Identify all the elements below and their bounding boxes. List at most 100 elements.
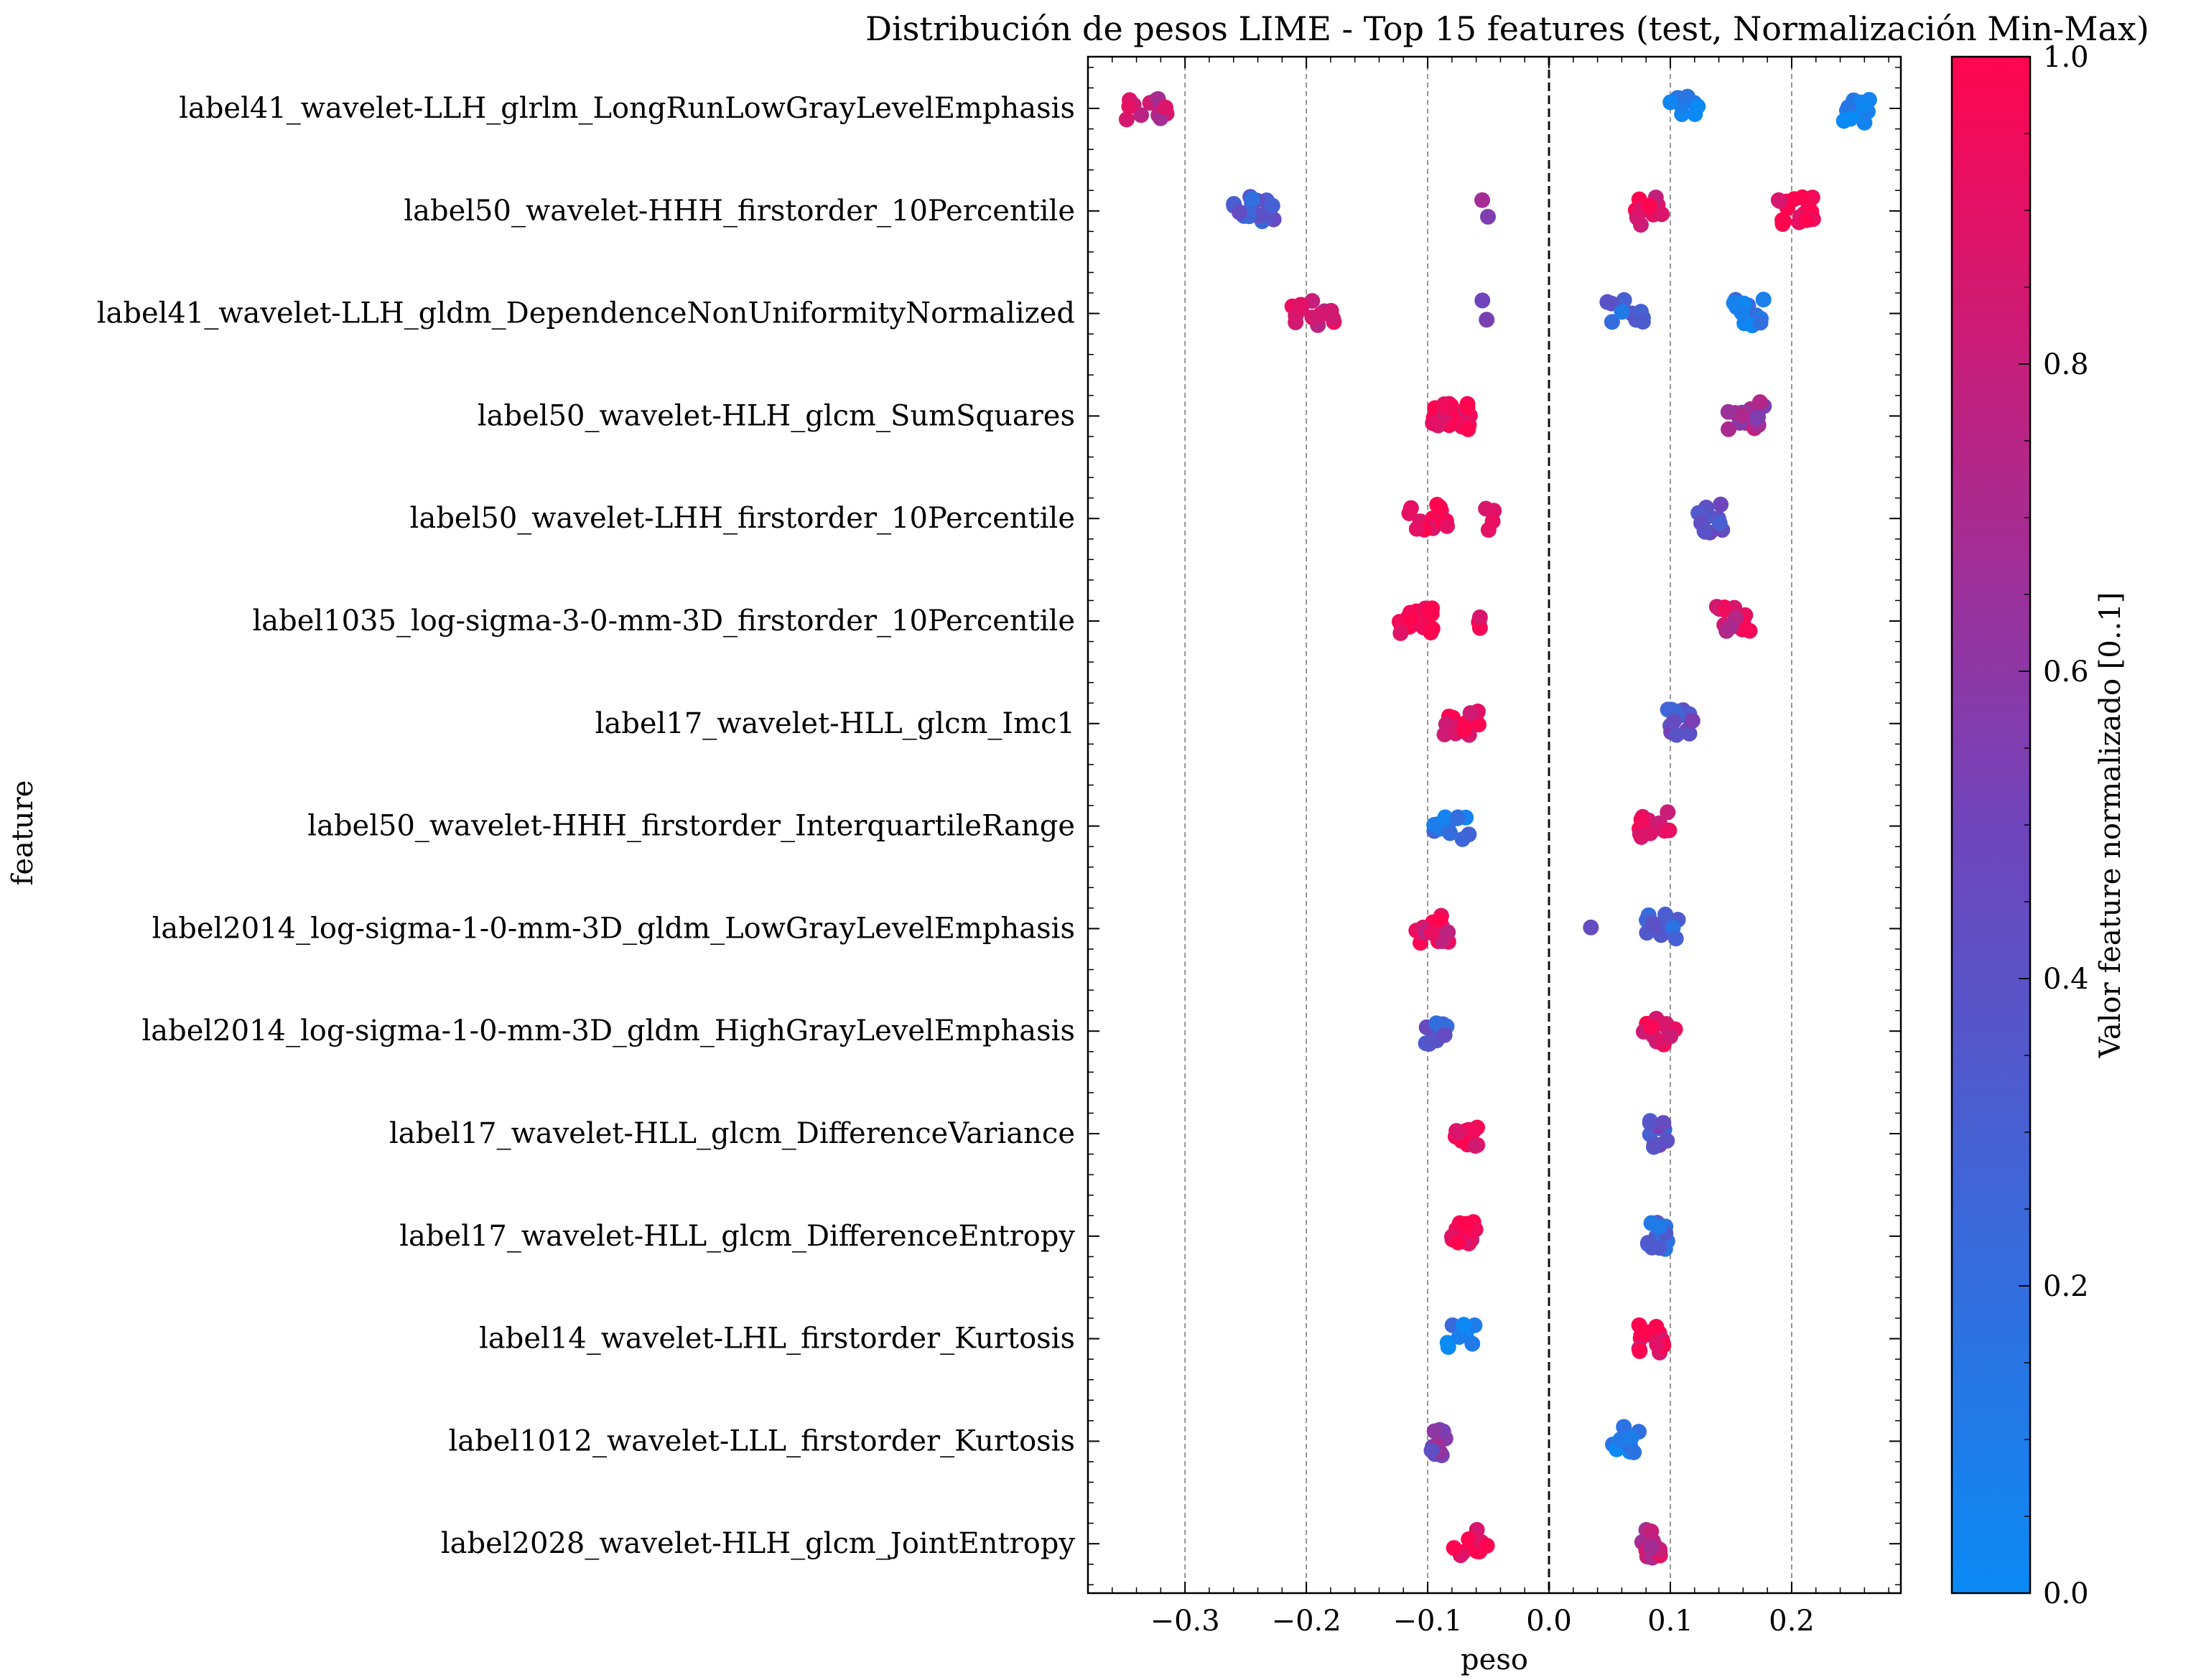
data-point bbox=[1456, 722, 1473, 738]
data-point bbox=[1244, 191, 1261, 207]
data-point bbox=[1470, 717, 1487, 733]
colorbar-ticks: 0.0 0.2 0.4 0.6 0.8 1.0 bbox=[2019, 41, 2089, 1610]
data-point bbox=[1634, 314, 1651, 330]
data-point bbox=[1460, 421, 1476, 437]
data-point bbox=[1157, 99, 1173, 116]
data-point bbox=[1662, 94, 1679, 111]
data-point bbox=[1856, 98, 1873, 114]
data-point bbox=[1794, 189, 1810, 205]
data-point bbox=[1697, 523, 1713, 540]
data-point bbox=[1660, 804, 1676, 821]
colorbar-tick-label: 1.0 bbox=[2043, 41, 2089, 74]
data-point bbox=[1450, 1234, 1466, 1251]
x-tick-label: −0.3 bbox=[1150, 1605, 1220, 1638]
data-point bbox=[1484, 513, 1501, 530]
y-tick-label: label17_wavelet-HLL_glcm_Imc1 bbox=[595, 707, 1075, 740]
y-tick-label: label17_wavelet-HLL_glcm_DifferenceEntro… bbox=[399, 1220, 1075, 1253]
y-tick-label: label50_wavelet-LHH_firstorder_10Percent… bbox=[410, 502, 1075, 535]
data-point bbox=[1461, 1531, 1477, 1547]
data-point bbox=[1312, 306, 1329, 322]
data-point bbox=[1424, 620, 1441, 637]
data-point bbox=[1425, 415, 1441, 431]
data-point bbox=[1713, 496, 1729, 513]
data-point bbox=[1436, 1027, 1453, 1043]
data-point bbox=[1467, 1138, 1484, 1154]
y-tick-labels: label41_wavelet-LLH_glrlm_LongRunLowGray… bbox=[97, 92, 1076, 1560]
data-point bbox=[1659, 1132, 1675, 1149]
data-point bbox=[1121, 98, 1137, 115]
data-point bbox=[1626, 1444, 1642, 1460]
data-point bbox=[1402, 610, 1418, 627]
data-point bbox=[1474, 292, 1491, 309]
colorbar-tick-label: 0.8 bbox=[2043, 348, 2089, 381]
data-point bbox=[1325, 310, 1341, 327]
y-tick-label: label1012_wavelet-LLL_firstorder_Kurtosi… bbox=[449, 1424, 1076, 1457]
data-point bbox=[1392, 625, 1409, 641]
data-point bbox=[1423, 1442, 1440, 1459]
data-point bbox=[1456, 1317, 1472, 1333]
data-point bbox=[1432, 912, 1448, 928]
data-point bbox=[1856, 114, 1873, 131]
colorbar-tick-label: 0.6 bbox=[2043, 655, 2089, 689]
data-point bbox=[1423, 925, 1440, 941]
data-point bbox=[1421, 602, 1438, 618]
data-point bbox=[1734, 304, 1750, 321]
data-point bbox=[1750, 409, 1767, 425]
data-point bbox=[1665, 713, 1682, 729]
data-point bbox=[1642, 1539, 1659, 1556]
data-point bbox=[1464, 1335, 1481, 1352]
y-tick-label: label2014_log-sigma-1-0-mm-3D_gldm_LowGr… bbox=[152, 912, 1075, 945]
colorbar: 0.0 0.2 0.4 0.6 0.8 1.0 Valor feature normali… bbox=[1950, 41, 2127, 1610]
data-point bbox=[1772, 192, 1788, 209]
data-point bbox=[1642, 1114, 1658, 1131]
data-point bbox=[1480, 208, 1497, 225]
x-tick-label: 0.0 bbox=[1526, 1605, 1572, 1638]
data-point bbox=[1751, 394, 1768, 411]
data-point bbox=[1437, 809, 1453, 826]
y-tick-label: label50_wavelet-HHH_firstorder_Interquar… bbox=[307, 810, 1075, 843]
data-point bbox=[1616, 291, 1632, 308]
data-point bbox=[1451, 1124, 1467, 1140]
data-point bbox=[1471, 609, 1488, 625]
data-point bbox=[1439, 400, 1456, 416]
data-point bbox=[1657, 906, 1674, 923]
data-point bbox=[1651, 1218, 1667, 1235]
data-point bbox=[1776, 213, 1792, 230]
data-point bbox=[1632, 1343, 1648, 1359]
y-tick-label: label17_wavelet-HLL_glcm_DifferenceVaria… bbox=[389, 1117, 1075, 1150]
data-point bbox=[1647, 1137, 1663, 1154]
data-point bbox=[1655, 1115, 1672, 1131]
y-tick-label: label1035_log-sigma-3-0-mm-3D_firstorder… bbox=[252, 605, 1075, 638]
data-point bbox=[1633, 811, 1650, 828]
y-axis-label: feature bbox=[6, 780, 39, 886]
y-tick-label: label14_wavelet-LHL_firstorder_Kurtosis bbox=[479, 1322, 1075, 1355]
data-point bbox=[1681, 725, 1698, 742]
x-axis-label: peso bbox=[1461, 1643, 1528, 1676]
data-point bbox=[1633, 829, 1650, 845]
data-point bbox=[1459, 399, 1476, 416]
data-point bbox=[1466, 1123, 1482, 1139]
data-point bbox=[1446, 1540, 1462, 1557]
data-point bbox=[1583, 919, 1599, 935]
y-tick-label: label50_wavelet-HHH_firstorder_10Percent… bbox=[404, 195, 1075, 228]
data-point bbox=[1684, 712, 1700, 729]
data-point bbox=[1462, 705, 1479, 722]
data-point bbox=[1711, 515, 1728, 531]
data-point bbox=[1408, 521, 1425, 537]
data-point bbox=[1644, 915, 1661, 932]
x-tick-labels: −0.3 −0.2 −0.1 0.0 0.1 0.2 bbox=[1150, 1605, 1815, 1638]
x-tick-label: −0.2 bbox=[1272, 1605, 1341, 1638]
data-point bbox=[1720, 403, 1736, 420]
data-point bbox=[1797, 212, 1814, 228]
data-point bbox=[1723, 619, 1739, 635]
data-point bbox=[1667, 930, 1684, 947]
data-point bbox=[1643, 1019, 1660, 1035]
data-point bbox=[1614, 304, 1630, 320]
data-point bbox=[1842, 111, 1858, 127]
x-tick-label: −0.1 bbox=[1393, 1605, 1463, 1638]
data-point bbox=[1479, 1537, 1495, 1554]
data-point bbox=[1734, 407, 1750, 424]
data-point bbox=[1654, 206, 1670, 223]
grid-lines bbox=[1184, 57, 1792, 1593]
